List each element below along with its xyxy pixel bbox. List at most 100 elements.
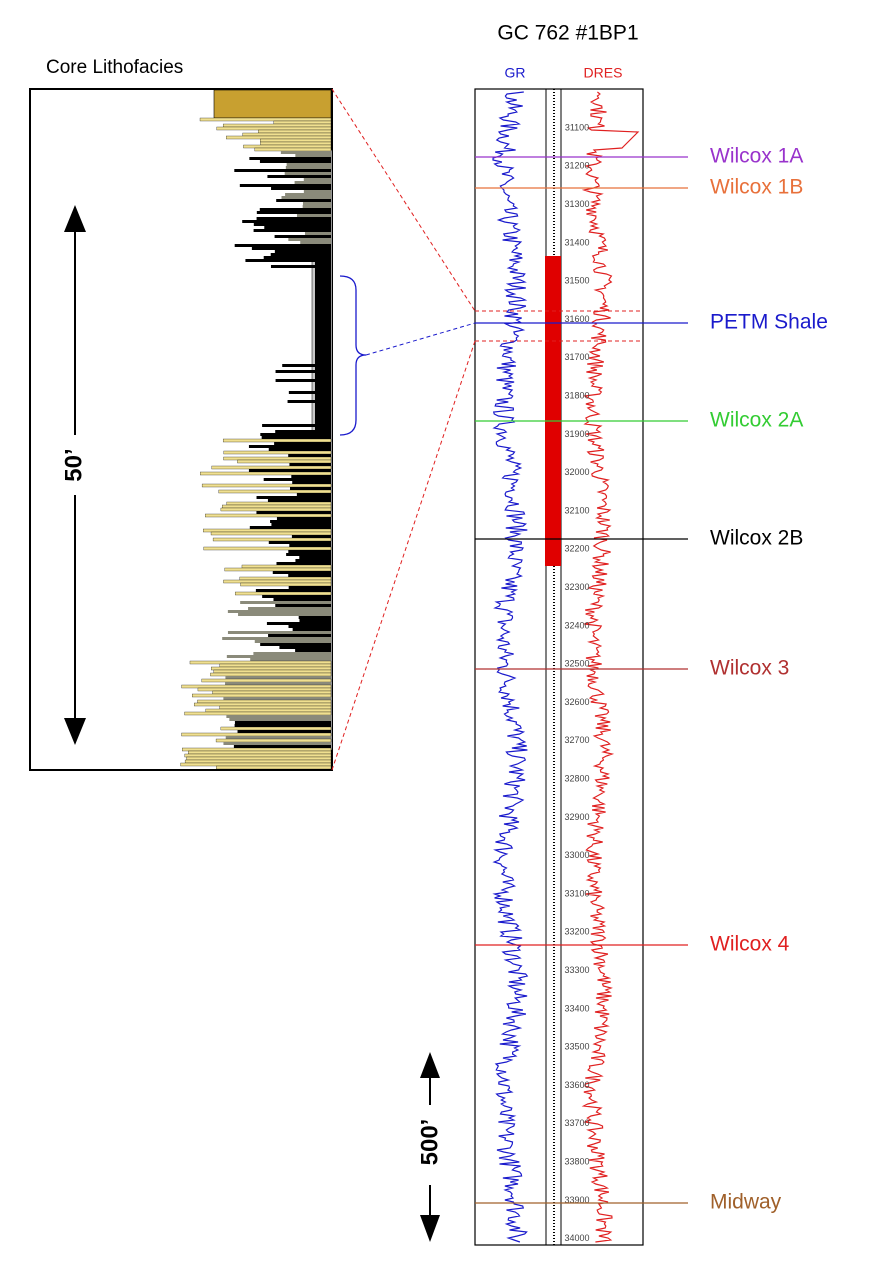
bed: [226, 501, 332, 506]
bed: [287, 400, 331, 403]
bed: [229, 718, 331, 721]
bed: [288, 625, 331, 628]
top-label: Wilcox 2B: [710, 527, 803, 550]
bed: [234, 591, 332, 596]
bed: [315, 397, 331, 400]
bed: [276, 199, 331, 202]
bed: [272, 571, 331, 574]
bed: [200, 471, 332, 476]
bed: [315, 340, 331, 343]
bed: [268, 541, 331, 544]
bed: [264, 226, 331, 229]
depth-label: 33900: [564, 1195, 589, 1205]
bed: [315, 331, 331, 334]
top-label: Wilcox 2A: [710, 409, 803, 432]
bed: [223, 579, 332, 584]
curve-header: DRES: [584, 65, 623, 81]
bed: [285, 166, 331, 169]
bed: [253, 229, 331, 232]
top-sand: [213, 89, 332, 119]
bed: [218, 489, 332, 494]
bed: [182, 747, 332, 752]
bed: [253, 223, 331, 226]
bed: [315, 349, 331, 352]
bed: [268, 634, 331, 637]
bed: [286, 163, 331, 166]
bed: [303, 178, 331, 181]
bed: [315, 427, 331, 430]
depth-label: 31200: [564, 161, 589, 171]
depth-label: 33100: [564, 888, 589, 898]
bed: [302, 202, 331, 205]
bed: [248, 445, 331, 448]
bed: [296, 493, 331, 496]
bed: [315, 274, 331, 277]
bed: [223, 697, 331, 700]
bed: [241, 564, 332, 569]
depth-label: 32400: [564, 620, 589, 630]
petm-link: [365, 322, 476, 356]
depth-label: 31600: [564, 314, 589, 324]
bed: [220, 726, 332, 731]
depth-label: 34000: [564, 1233, 589, 1243]
bed: [303, 190, 331, 193]
top-label: Midway: [710, 1191, 782, 1214]
bed: [225, 676, 331, 679]
bed: [315, 286, 331, 289]
bed: [219, 705, 332, 710]
bed: [315, 283, 331, 286]
bed: [282, 364, 331, 367]
depth-label: 31700: [564, 352, 589, 362]
bed: [226, 135, 332, 140]
bed: [226, 655, 331, 658]
depth-label: 33500: [564, 1042, 589, 1052]
bed: [295, 559, 331, 562]
bed: [315, 289, 331, 292]
bed: [258, 129, 332, 134]
bed: [315, 304, 331, 307]
bed: [260, 141, 332, 146]
bed: [251, 247, 331, 250]
bed: [248, 469, 331, 472]
bed: [193, 702, 332, 707]
depth-label: 32900: [564, 812, 589, 822]
bed: [290, 487, 331, 490]
core-column: [180, 89, 333, 770]
bed: [225, 682, 331, 685]
top-label: Wilcox 3: [710, 657, 789, 680]
bed: [256, 496, 331, 499]
bed: [197, 687, 332, 692]
bed: [315, 421, 331, 424]
bed: [274, 442, 331, 445]
bed: [180, 762, 332, 767]
bed: [288, 574, 331, 577]
bed: [315, 319, 331, 322]
bed: [275, 430, 331, 433]
bed: [291, 475, 331, 478]
bed: [223, 456, 332, 461]
bed: [284, 172, 331, 175]
depth-label: 31500: [564, 276, 589, 286]
bed: [188, 750, 332, 755]
bed: [263, 256, 331, 259]
bed: [243, 144, 332, 149]
bed: [299, 619, 331, 622]
bed: [271, 187, 331, 190]
bed: [315, 388, 331, 391]
log-frame: [474, 88, 644, 1246]
bed: [274, 235, 331, 238]
bed: [199, 117, 332, 122]
bed: [315, 382, 331, 385]
bed: [192, 693, 332, 698]
bed: [302, 205, 331, 208]
bed: [263, 478, 331, 481]
bed: [254, 640, 331, 643]
bed: [184, 753, 332, 758]
zoom-line: [331, 88, 476, 312]
bed: [315, 403, 331, 406]
bed: [315, 352, 331, 355]
bed: [315, 376, 331, 379]
bed: [234, 244, 331, 247]
bed: [242, 220, 331, 223]
